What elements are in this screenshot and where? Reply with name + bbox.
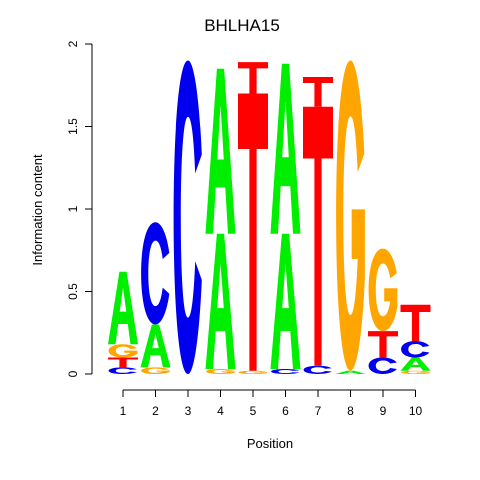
chart-title: BHLHA15 bbox=[204, 16, 280, 35]
logo-letter-a bbox=[140, 324, 171, 368]
y-tick-label: 0 bbox=[66, 370, 80, 377]
x-axis-title: Position bbox=[247, 436, 293, 451]
logo-letter-t bbox=[238, 93, 268, 371]
logo-letter-a bbox=[108, 271, 138, 345]
logo-letter-t bbox=[303, 77, 333, 107]
logo-letter-a bbox=[270, 233, 301, 370]
logo-letter-g bbox=[108, 344, 138, 358]
y-tick-label: 1 bbox=[66, 205, 80, 212]
x-tick-label: 2 bbox=[152, 404, 159, 418]
x-tick-label: 8 bbox=[347, 404, 354, 418]
logo-letter-g bbox=[141, 367, 170, 374]
logo-letter-g bbox=[336, 60, 365, 371]
logo-letter-t bbox=[400, 304, 431, 341]
y-tick-label: 1.5 bbox=[66, 118, 80, 135]
x-tick-label: 9 bbox=[380, 404, 387, 418]
x-tick-label: 5 bbox=[250, 404, 257, 418]
x-tick-label: 1 bbox=[120, 404, 127, 418]
logo-letter-a bbox=[400, 357, 431, 371]
logo-letter-c bbox=[271, 369, 300, 374]
logo-letter-a bbox=[270, 63, 301, 234]
x-tick-label: 6 bbox=[282, 404, 289, 418]
logo-letter-g bbox=[238, 370, 268, 374]
logo-letter-t bbox=[238, 62, 268, 94]
x-tick-label: 4 bbox=[217, 404, 224, 418]
x-tick-label: 10 bbox=[409, 404, 423, 418]
logo-letter-t bbox=[368, 331, 398, 358]
logo-letter-a bbox=[205, 68, 236, 234]
logo-letter-c bbox=[141, 222, 170, 325]
x-tick-label: 7 bbox=[315, 404, 322, 418]
y-tick-label: 0.5 bbox=[66, 283, 80, 300]
y-axis: 0 0.5 1 1.5 2 bbox=[66, 40, 93, 377]
y-axis-title: Information content bbox=[30, 154, 45, 266]
logo-letter-g bbox=[401, 370, 430, 374]
logo-letter-g bbox=[368, 248, 398, 332]
logo-letter-c bbox=[401, 341, 430, 358]
logo-letter-t bbox=[108, 357, 138, 368]
logo-letters bbox=[108, 60, 431, 374]
logo-letter-c bbox=[108, 367, 137, 374]
logo-letter-c bbox=[368, 357, 397, 374]
x-tick-label: 3 bbox=[185, 404, 192, 418]
logo-letter-c bbox=[173, 60, 202, 374]
logo-letter-a bbox=[205, 233, 236, 370]
x-axis: 1 2 3 4 5 6 7 8 9 10 bbox=[120, 389, 423, 418]
y-tick-label: 2 bbox=[66, 40, 80, 47]
logo-letter-a bbox=[335, 370, 366, 374]
logo-letter-c bbox=[303, 365, 332, 374]
logo-letter-g bbox=[206, 369, 235, 374]
logo-letter-t bbox=[303, 106, 333, 366]
